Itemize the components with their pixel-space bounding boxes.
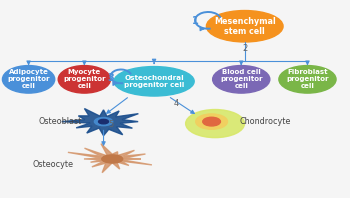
Text: 4: 4 bbox=[174, 99, 179, 109]
Text: Osteochondral
progenitor cell: Osteochondral progenitor cell bbox=[124, 75, 184, 88]
Ellipse shape bbox=[196, 114, 228, 129]
Ellipse shape bbox=[58, 66, 111, 93]
Text: Adipocyte
progenitor
cell: Adipocyte progenitor cell bbox=[7, 69, 50, 89]
Text: Fibroblast
progenitor
cell: Fibroblast progenitor cell bbox=[286, 69, 329, 89]
Ellipse shape bbox=[2, 66, 55, 93]
Ellipse shape bbox=[102, 155, 123, 163]
Ellipse shape bbox=[114, 67, 194, 96]
Text: 3: 3 bbox=[107, 73, 114, 83]
Ellipse shape bbox=[213, 66, 270, 93]
Text: Osteocyte: Osteocyte bbox=[33, 160, 74, 169]
Ellipse shape bbox=[279, 66, 336, 93]
Text: Chondrocyte: Chondrocyte bbox=[240, 117, 291, 126]
Text: Blood cell
progenitor
cell: Blood cell progenitor cell bbox=[220, 69, 262, 89]
Text: Myocyte
progenitor
cell: Myocyte progenitor cell bbox=[63, 69, 106, 89]
Ellipse shape bbox=[203, 117, 220, 126]
Ellipse shape bbox=[94, 118, 113, 126]
Text: Mesenchymal
stem cell: Mesenchymal stem cell bbox=[214, 17, 275, 36]
Ellipse shape bbox=[99, 119, 108, 124]
Text: 5: 5 bbox=[108, 120, 113, 129]
Polygon shape bbox=[68, 144, 152, 173]
Text: Osteoblast: Osteoblast bbox=[38, 117, 82, 126]
Text: 2: 2 bbox=[242, 44, 247, 53]
Text: 1: 1 bbox=[192, 16, 198, 26]
Ellipse shape bbox=[206, 10, 283, 42]
Ellipse shape bbox=[186, 109, 245, 138]
Polygon shape bbox=[62, 109, 138, 136]
